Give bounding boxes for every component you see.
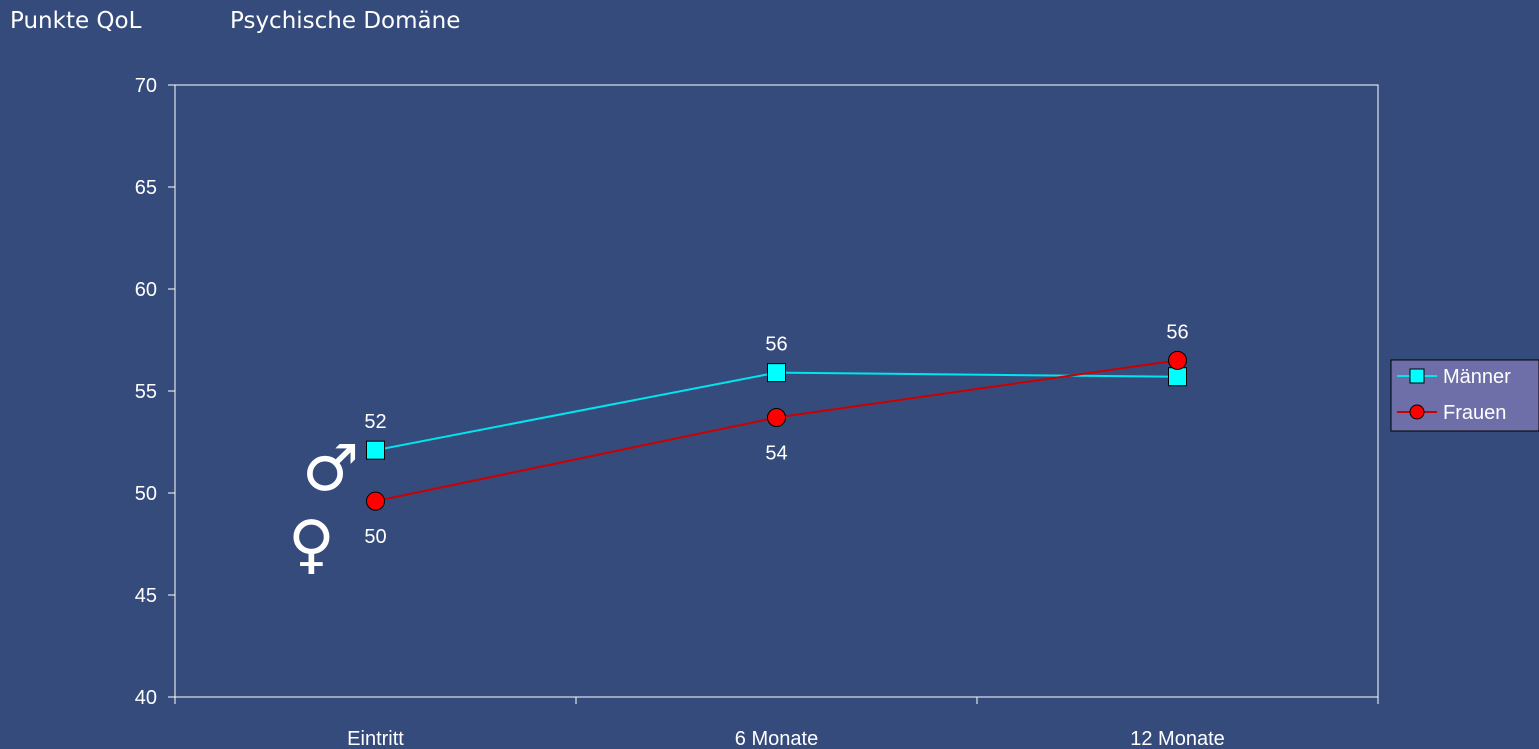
male-symbol-icon: ♂ [302,432,359,506]
y-tick-label: 50 [135,483,157,505]
x-tick-label: 6 Monate [735,728,818,749]
female-symbol-icon: ♀ [288,508,335,582]
data-point [1168,350,1187,370]
y-tick-label: 45 [135,585,157,607]
x-tick-label: 12 Monate [1130,728,1225,749]
y-tick-label: 40 [135,687,157,709]
legend-label: Männer [1443,366,1511,388]
y-tick-label: 60 [135,279,157,301]
data-label: 56 [765,334,787,356]
data-point [767,408,786,428]
y-tick-label: 70 [135,75,157,97]
y-tick-label: 65 [135,177,157,199]
legend-marker [1409,368,1425,384]
data-label: 54 [765,443,787,465]
legend-label: Frauen [1443,402,1506,424]
data-point [366,491,385,511]
legend-marker [1409,404,1425,420]
data-label: 50 [364,526,386,548]
data-label: 52 [364,411,386,433]
x-tick-label: Eintritt [347,728,404,749]
data-label: 56 [1166,321,1188,343]
data-point [1168,367,1187,387]
data-point [767,363,786,383]
y-tick-label: 55 [135,381,157,403]
plot-area-frame [174,84,1379,698]
data-point [366,440,385,460]
chart-title: Psychische Domäne [230,8,461,34]
y-axis-title: Punkte QoL [10,8,142,34]
